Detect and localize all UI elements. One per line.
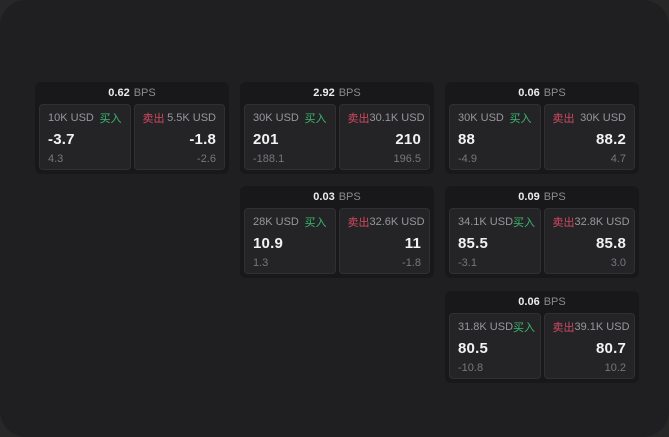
buy-size: 28K USD [253, 216, 299, 228]
quote-card: 0.09 BPS 34.1K USD 买入 85.5 -3.1 卖出 32.8K… [445, 186, 639, 278]
buy-price: -3.7 [48, 131, 75, 148]
spread-header: 0.62 BPS [39, 82, 225, 104]
sell-price: 85.8 [596, 235, 626, 252]
sell-size: 30K USD [580, 112, 626, 124]
spread-unit-label: BPS [338, 87, 361, 99]
sell-panel[interactable]: 卖出 32.8K USD 85.8 3.0 [543, 208, 635, 274]
buy-panel[interactable]: 28K USD 买入 10.9 1.3 [244, 208, 336, 274]
buy-label: 买入 [304, 217, 327, 229]
sell-panel[interactable]: 卖出 30K USD 88.2 4.7 [543, 104, 635, 170]
buy-size: 31.8K USD [458, 321, 514, 333]
sell-price: 210 [395, 131, 421, 148]
sell-delta: -1.8 [402, 257, 421, 269]
sell-label: 卖出 [552, 217, 575, 229]
buy-delta: -10.8 [458, 362, 484, 374]
spread-unit-label: BPS [543, 296, 566, 308]
quote-card: 0.06 BPS 31.8K USD 买入 80.5 -10.8 卖出 39.1… [445, 291, 639, 383]
sell-panel[interactable]: 卖出 39.1K USD 80.7 10.2 [543, 313, 635, 379]
spread-value: 0.62 [108, 87, 130, 99]
spread-header: 0.06 BPS [449, 291, 635, 313]
spread-value: 0.06 [518, 296, 540, 308]
spread-header: 0.06 BPS [449, 82, 635, 104]
sell-size: 30.1K USD [369, 112, 425, 124]
sell-label: 卖出 [347, 217, 370, 229]
sell-panel[interactable]: 卖出 32.6K USD 11 -1.8 [338, 208, 430, 274]
spread-value: 0.09 [518, 191, 540, 203]
sell-label: 卖出 [142, 113, 165, 125]
sell-label: 卖出 [347, 113, 370, 125]
sell-price: 80.7 [596, 340, 626, 357]
spread-unit-label: BPS [543, 87, 566, 99]
spread-header: 2.92 BPS [244, 82, 430, 104]
buy-label: 买入 [513, 217, 536, 229]
sell-delta: -2.6 [197, 153, 216, 165]
buy-price: 201 [253, 131, 279, 148]
quote-card: 0.03 BPS 28K USD 买入 10.9 1.3 卖出 32.6K US… [240, 186, 434, 278]
buy-label: 买入 [513, 322, 536, 334]
buy-panel[interactable]: 34.1K USD 买入 85.5 -3.1 [449, 208, 541, 274]
buy-size: 34.1K USD [458, 216, 514, 228]
quote-card: 0.06 BPS 30K USD 买入 88 -4.9 卖出 30K USD 8… [445, 82, 639, 174]
quote-card: 0.62 BPS 10K USD 买入 -3.7 4.3 卖出 5.5K USD… [35, 82, 229, 174]
sell-price: 11 [404, 235, 421, 252]
buy-price: 85.5 [458, 235, 488, 252]
spread-unit-label: BPS [338, 191, 361, 203]
sell-panel[interactable]: 卖出 30.1K USD 210 196.5 [338, 104, 430, 170]
spread-unit-label: BPS [543, 191, 566, 203]
sell-size: 32.6K USD [369, 216, 425, 228]
sell-label: 卖出 [552, 322, 575, 334]
sell-delta: 3.0 [610, 257, 626, 269]
buy-delta: 1.3 [253, 257, 269, 269]
sell-size: 32.8K USD [574, 216, 630, 228]
buy-size: 30K USD [253, 112, 299, 124]
spread-value: 0.03 [313, 191, 335, 203]
buy-panel[interactable]: 30K USD 买入 88 -4.9 [449, 104, 541, 170]
buy-delta: -3.1 [458, 257, 477, 269]
buy-panel[interactable]: 31.8K USD 买入 80.5 -10.8 [449, 313, 541, 379]
spread-unit-label: BPS [133, 87, 156, 99]
sell-label: 卖出 [552, 113, 575, 125]
buy-label: 买入 [509, 113, 532, 125]
buy-size: 30K USD [458, 112, 504, 124]
sell-delta: 10.2 [604, 362, 626, 374]
buy-label: 买入 [304, 113, 327, 125]
buy-panel[interactable]: 30K USD 买入 201 -188.1 [244, 104, 336, 170]
sell-size: 39.1K USD [574, 321, 630, 333]
sell-delta: 4.7 [610, 153, 626, 165]
sell-price: 88.2 [596, 131, 626, 148]
spread-header: 0.03 BPS [244, 186, 430, 208]
buy-delta: -188.1 [253, 153, 285, 165]
sell-delta: 196.5 [393, 153, 421, 165]
buy-delta: 4.3 [48, 153, 64, 165]
sell-price: -1.8 [189, 131, 216, 148]
buy-price: 80.5 [458, 340, 488, 357]
buy-panel[interactable]: 10K USD 买入 -3.7 4.3 [39, 104, 131, 170]
buy-label: 买入 [99, 113, 122, 125]
sell-size: 5.5K USD [167, 112, 216, 124]
buy-size: 10K USD [48, 112, 94, 124]
quote-card: 2.92 BPS 30K USD 买入 201 -188.1 卖出 30.1K … [240, 82, 434, 174]
spread-value: 2.92 [313, 87, 335, 99]
sell-panel[interactable]: 卖出 5.5K USD -1.8 -2.6 [133, 104, 225, 170]
buy-price: 10.9 [253, 235, 283, 252]
spread-value: 0.06 [518, 87, 540, 99]
buy-price: 88 [458, 131, 476, 148]
buy-delta: -4.9 [458, 153, 477, 165]
spread-header: 0.09 BPS [449, 186, 635, 208]
